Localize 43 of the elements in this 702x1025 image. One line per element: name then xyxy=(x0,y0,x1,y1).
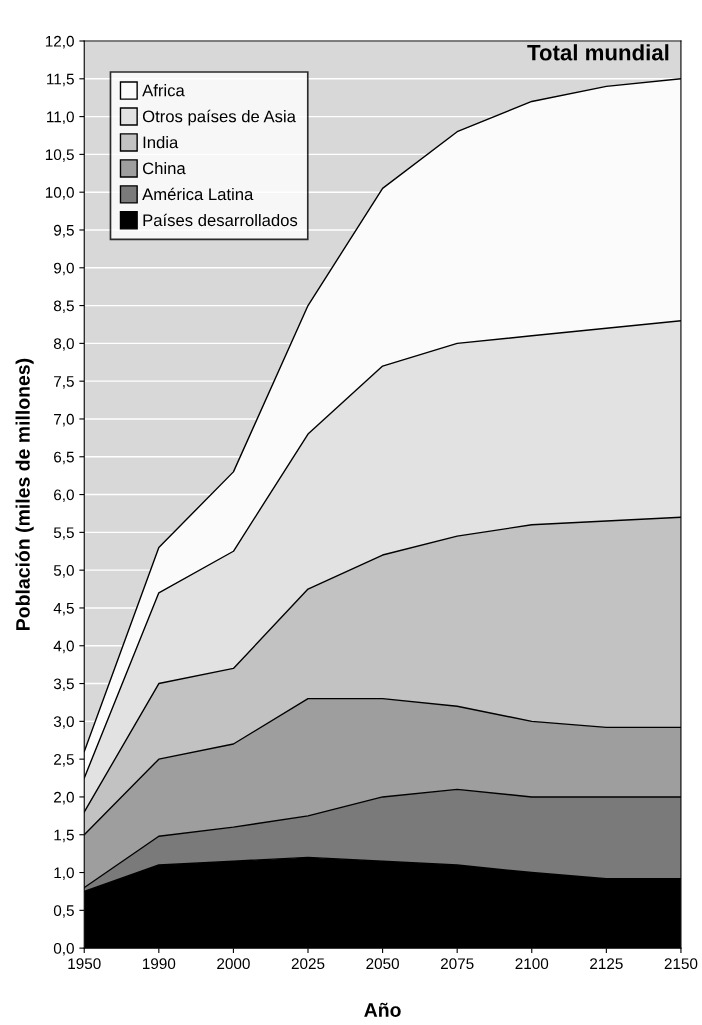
y-tick-label: 6,0 xyxy=(54,489,74,503)
y-tick-label: 12,0 xyxy=(45,35,74,49)
x-tick-label: 2125 xyxy=(590,958,623,970)
x-tick-label: 1990 xyxy=(143,958,176,970)
y-tick-label: 5,0 xyxy=(53,565,74,578)
x-axis-title: Año xyxy=(364,1002,401,1017)
y-tick-label: 9,5 xyxy=(54,224,74,238)
y-tick-label: 3,0 xyxy=(53,716,74,729)
legend-label: China xyxy=(142,161,186,175)
legend-label: Países desarrollados xyxy=(143,213,298,227)
y-tick-label: 6,5 xyxy=(54,451,74,465)
y-axis-title: Población (miles de millones) xyxy=(15,358,34,630)
y-tick-label: 11,5 xyxy=(47,73,74,87)
y-tick-label: 9,0 xyxy=(54,262,74,276)
y-tick-label: 7,5 xyxy=(54,376,74,389)
legend-label: Africa xyxy=(142,84,185,97)
y-tick-label: 10,0 xyxy=(45,187,74,200)
y-tick-label: 2,0 xyxy=(54,791,74,805)
y-tick-label: 3,5 xyxy=(53,678,74,692)
y-tick-label: 1,0 xyxy=(54,867,74,881)
x-tick-label: 2000 xyxy=(217,958,250,970)
y-tick-label: 7,0 xyxy=(54,413,74,427)
x-tick-label: 2050 xyxy=(366,958,399,970)
y-tick-label: 1,5 xyxy=(54,829,74,843)
y-tick-label: 4,5 xyxy=(53,602,74,616)
y-tick-label: 5,5 xyxy=(53,527,74,540)
legend-label: India xyxy=(143,136,179,149)
x-tick-label: 2150 xyxy=(664,958,698,970)
y-tick-label: 2,5 xyxy=(54,754,74,767)
y-tick-label: 4,0 xyxy=(53,640,74,654)
y-tick-label: 0,5 xyxy=(53,905,74,918)
y-tick-label: 8,5 xyxy=(53,300,74,314)
x-tick-label: 2100 xyxy=(515,958,549,970)
y-tick-label: 10,5 xyxy=(45,149,74,162)
legend-label: Otros países de Asia xyxy=(142,109,296,126)
y-tick-label: 11,0 xyxy=(47,111,74,125)
x-tick-label: 1950 xyxy=(68,958,101,970)
y-tick-label: 8,0 xyxy=(53,338,74,351)
legend-label: América Latina xyxy=(142,187,254,201)
y-tick-label: 0,0 xyxy=(53,942,74,956)
x-tick-label: 2025 xyxy=(291,958,325,970)
annotation: Total mundial xyxy=(527,44,669,61)
x-tick-label: 2075 xyxy=(440,958,474,970)
